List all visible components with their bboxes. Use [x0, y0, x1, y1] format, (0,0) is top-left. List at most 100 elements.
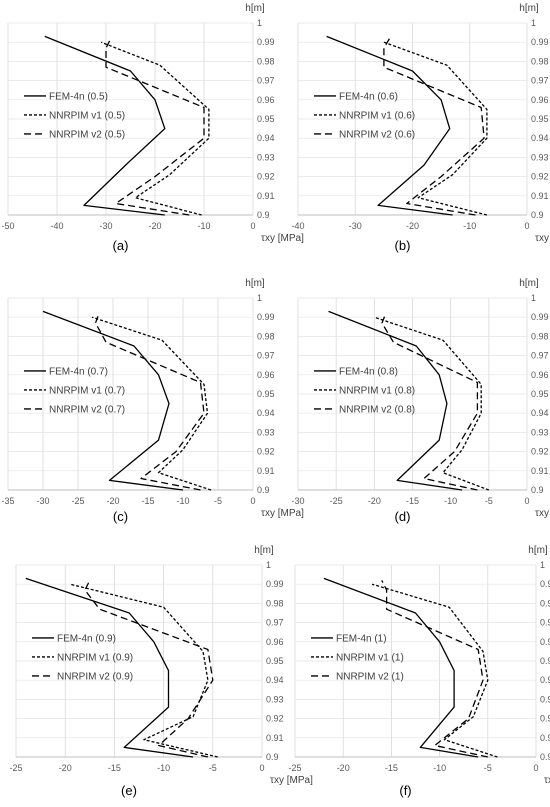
- panel-label: (f): [399, 783, 411, 798]
- series-line-dotted: [374, 316, 490, 491]
- y-tick-label: 0.95: [540, 656, 550, 666]
- y-tick-label: 0.96: [266, 637, 284, 647]
- y-tick-label: 0.97: [257, 351, 275, 361]
- y-axis-label: h[m]: [519, 278, 539, 289]
- x-tick-label: -25: [330, 496, 343, 506]
- series-line-solid: [323, 577, 479, 758]
- y-tick-label: 0.91: [540, 733, 550, 743]
- y-tick-label: 0.92: [531, 172, 549, 182]
- x-tick-label: -5: [485, 496, 493, 506]
- x-tick-label: -35: [1, 496, 14, 506]
- y-tick-label: 0.97: [257, 76, 275, 86]
- x-tick-label: -25: [71, 496, 84, 506]
- chart-panel-5: -25 -20 -15 -10 -5 00.9 0.91 0.92 0.93 0.94 0.95 0.…: [9, 545, 313, 798]
- series-line-solid: [328, 310, 463, 491]
- x-axis-label: τxy [MPa]: [535, 233, 550, 244]
- x-tick-label: -10: [444, 496, 457, 506]
- x-tick-label: -25: [288, 763, 301, 773]
- x-tick-label: -20: [337, 763, 350, 773]
- legend-entry: FEM-4n (0.5): [49, 91, 108, 102]
- legend-entry: NNRPIM v2 (0.9): [57, 671, 133, 682]
- y-tick-label: 1: [266, 560, 271, 570]
- y-tick-label: 0.93: [257, 152, 275, 162]
- x-tick-label: 0: [533, 763, 538, 773]
- x-tick-label: -30: [291, 496, 304, 506]
- y-tick-label: 0.9: [257, 485, 270, 495]
- y-tick-label: 0.96: [531, 370, 549, 380]
- y-axis-label: h[m]: [519, 3, 539, 14]
- chart-panel-3: -35 -30 -25 -20 -15 -10 -5 00.9 0.91 0.92 0.93 0.94…: [1, 278, 304, 524]
- y-tick-label: 0.96: [257, 95, 275, 105]
- y-tick-label: 0.98: [531, 331, 549, 341]
- y-tick-label: 0.99: [257, 37, 275, 47]
- legend-entry: NNRPIM v2 (0.6): [339, 129, 415, 140]
- y-axis-label: h[m]: [245, 278, 265, 289]
- y-tick-label: 0.93: [540, 694, 550, 704]
- series-line-dotted: [69, 583, 218, 758]
- x-axis-label: τxy [MPa]: [270, 775, 313, 786]
- x-tick-label: -15: [406, 496, 419, 506]
- y-tick-label: 0.9: [540, 752, 550, 762]
- y-tick-label: 0.93: [531, 427, 549, 437]
- y-tick-label: 0.97: [531, 76, 549, 86]
- x-tick-label: -5: [209, 763, 217, 773]
- y-tick-label: 0.95: [266, 656, 284, 666]
- x-tick-label: -10: [176, 496, 189, 506]
- series-line-solid: [25, 577, 194, 758]
- x-tick-label: -20: [148, 221, 161, 231]
- x-tick-label: 0: [250, 221, 255, 231]
- x-tick-label: 0: [250, 496, 255, 506]
- y-tick-label: 0.99: [266, 579, 284, 589]
- y-tick-label: 0.98: [266, 598, 284, 608]
- series-line-dashed: [383, 38, 485, 216]
- legend-entry: NNRPIM v1 (0.7): [49, 385, 125, 396]
- x-tick-label: -30: [99, 221, 112, 231]
- x-tick-label: -20: [59, 763, 72, 773]
- x-tick-label: -15: [385, 763, 398, 773]
- x-tick-label: -20: [106, 496, 119, 506]
- legend-entry: NNRPIM v2 (0.7): [49, 404, 125, 415]
- y-tick-label: 0.91: [257, 191, 275, 201]
- x-tick-label: 0: [524, 496, 529, 506]
- x-tick-label: -10: [157, 763, 170, 773]
- x-tick-label: -20: [406, 221, 419, 231]
- y-tick-label: 1: [257, 293, 262, 303]
- y-tick-label: 0.99: [257, 312, 275, 322]
- y-tick-label: 0.98: [257, 331, 275, 341]
- y-tick-label: 1: [531, 18, 536, 28]
- y-tick-label: 0.98: [257, 56, 275, 66]
- y-tick-label: 1: [540, 560, 545, 570]
- y-tick-label: 1: [257, 18, 262, 28]
- x-tick-label: -40: [50, 221, 63, 231]
- y-tick-label: 0.9: [257, 210, 270, 220]
- panel-label: (d): [395, 509, 411, 524]
- x-tick-label: -10: [463, 221, 476, 231]
- legend-entry: FEM-4n (0.9): [57, 633, 116, 644]
- y-tick-label: 0.92: [540, 714, 550, 724]
- legend-entry: FEM-4n (0.6): [339, 91, 398, 102]
- y-tick-label: 0.92: [266, 714, 284, 724]
- x-tick-label: 0: [259, 763, 264, 773]
- x-tick-label: 0: [524, 221, 529, 231]
- y-tick-label: 0.9: [531, 485, 544, 495]
- y-tick-label: 0.94: [257, 408, 275, 418]
- x-tick-label: -10: [433, 763, 446, 773]
- panel-label: (a): [113, 238, 129, 253]
- series-line-solid: [44, 35, 166, 216]
- x-tick-label: -40: [291, 221, 304, 231]
- chart-panel-2: -40 -30 -20 -10 00.9 0.91 0.92 0.93 0.94 0.95 0.96…: [291, 3, 550, 253]
- x-axis-label: τxy [MPa]: [261, 508, 304, 519]
- x-axis-label: τxy [MPa]: [544, 775, 550, 786]
- series-line-dotted: [383, 41, 488, 216]
- legend-entry: FEM-4n (0.7): [49, 366, 108, 377]
- y-tick-label: 0.91: [531, 466, 549, 476]
- y-tick-label: 0.92: [257, 447, 275, 457]
- chart-panel-6: -25 -20 -15 -10 -5 00.9 0.91 0.92 0.93 0.94 0.95 0.…: [288, 545, 550, 798]
- y-tick-label: 0.95: [531, 114, 549, 124]
- y-tick-label: 0.97: [266, 618, 284, 628]
- x-tick-label: -50: [1, 221, 14, 231]
- legend-entry: NNRPIM v1 (0.6): [339, 110, 415, 121]
- legend-entry: NNRPIM v1 (0.8): [339, 385, 415, 396]
- series-line-dashed: [381, 580, 488, 758]
- x-tick-label: -5: [484, 763, 492, 773]
